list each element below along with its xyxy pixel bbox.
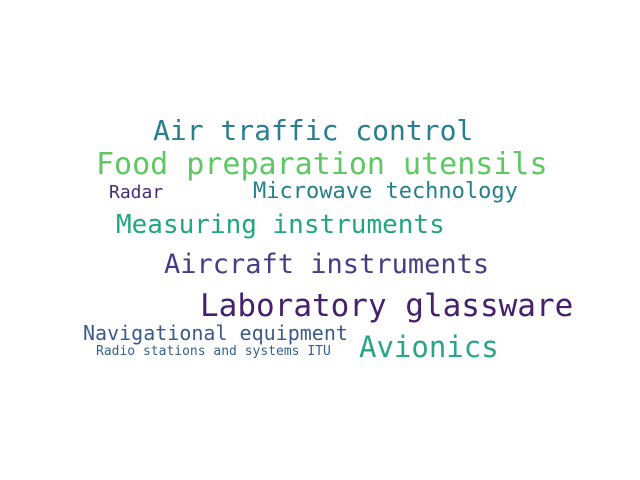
word-food-preparation-utensils: Food preparation utensils bbox=[96, 147, 548, 182]
word-radar: Radar bbox=[109, 182, 164, 203]
word-avionics: Avionics bbox=[359, 330, 499, 364]
word-radio-stations-and-systems-itu: Radio stations and systems ITU bbox=[96, 344, 331, 359]
word-microwave-technology: Microwave technology bbox=[253, 179, 518, 204]
word-navigational-equipment: Navigational equipment bbox=[83, 321, 348, 345]
word-air-traffic-control: Air traffic control bbox=[153, 114, 474, 147]
word-aircraft-instruments: Aircraft instruments bbox=[164, 249, 490, 280]
word-measuring-instruments: Measuring instruments bbox=[116, 210, 445, 240]
word-laboratory-glassware: Laboratory glassware bbox=[200, 288, 574, 324]
